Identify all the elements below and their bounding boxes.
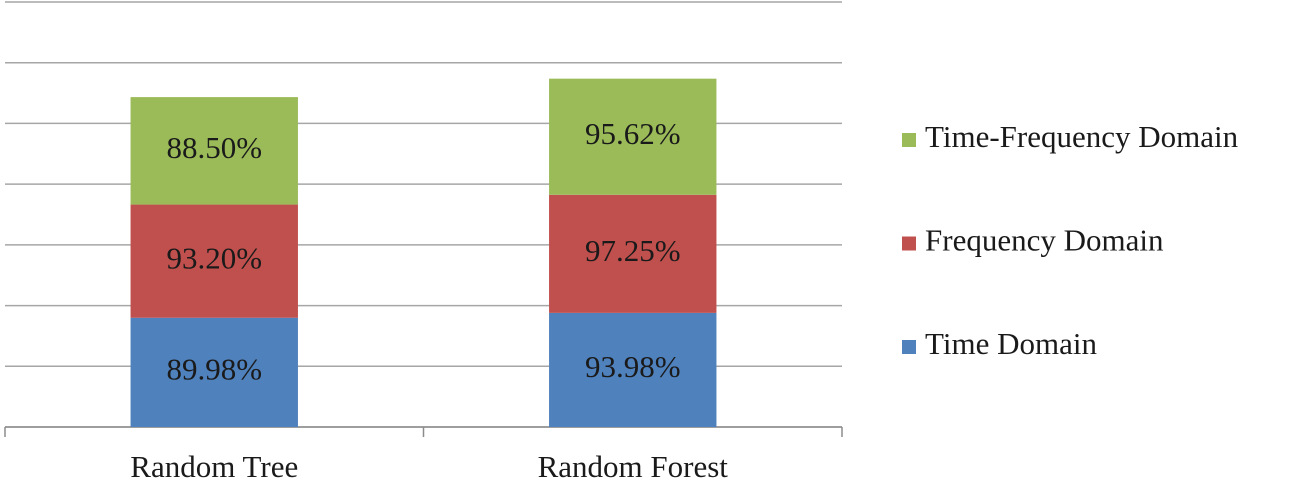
- legend-swatch: [902, 340, 916, 354]
- bar-segment: [549, 312, 717, 427]
- data-label: 93.20%: [166, 240, 262, 275]
- legend-label: Time-Frequency Domain: [925, 119, 1239, 154]
- bar-segment: [549, 194, 717, 313]
- data-label: 89.98%: [166, 351, 262, 386]
- legend-label: Time Domain: [925, 326, 1097, 361]
- x-tick-label: Random Forest: [538, 449, 729, 483]
- data-label: 88.50%: [166, 130, 262, 165]
- bar-segment: [549, 78, 717, 195]
- x-tick-label: Random Tree: [130, 449, 298, 483]
- data-label: 95.62%: [585, 116, 681, 151]
- data-label: 93.98%: [585, 349, 681, 384]
- legend-label: Frequency Domain: [925, 223, 1164, 258]
- data-label: 97.25%: [585, 233, 681, 268]
- bar-segment: [130, 204, 298, 318]
- legend-swatch: [902, 236, 916, 251]
- bar-segment: [130, 317, 298, 427]
- legend-swatch: [902, 133, 916, 147]
- bar-segment: [130, 97, 298, 205]
